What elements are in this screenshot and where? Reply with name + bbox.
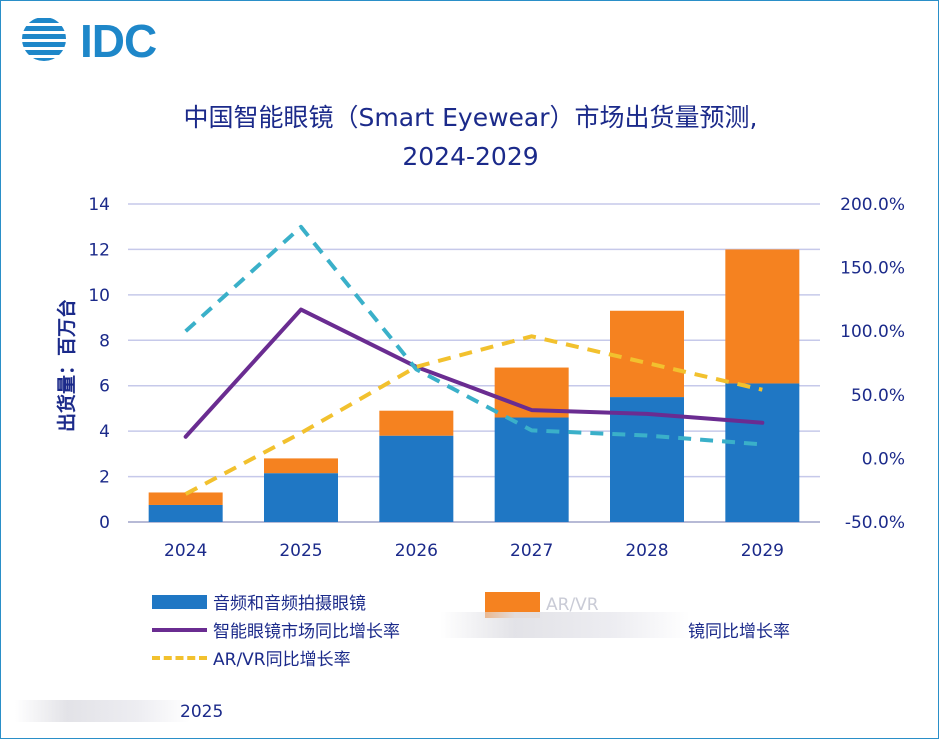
legend-label-arvr: AR/VR	[546, 595, 599, 615]
y-tick-label: 8	[99, 331, 110, 351]
series-line	[183, 307, 765, 439]
redaction-blur	[440, 612, 690, 638]
y-tick-label: 4	[99, 422, 110, 442]
legend-label-audio: 音频和音频拍摄眼镜	[213, 594, 366, 614]
y2-tick-label: 200.0%	[840, 195, 905, 215]
legend-label-audio-rate: 镜同比增长率	[688, 622, 790, 642]
y2-tick-label: 150.0%	[840, 259, 905, 279]
legend-swatch-smart-rate	[152, 627, 207, 632]
legend-item-audio: 音频和音频拍摄眼镜	[152, 589, 366, 614]
legend-label-smart-rate: 智能眼镜市场同比增长率	[213, 622, 400, 642]
series-line	[184, 224, 763, 447]
bar	[725, 383, 800, 522]
y2-tick-label: 100.0%	[840, 322, 905, 342]
x-tick-label: 2027	[510, 541, 553, 561]
idc-logo: IDC	[20, 14, 180, 66]
x-tick-label: 2026	[395, 541, 438, 561]
legend-item-arvr-rate: AR/VR同比增长率	[152, 645, 351, 670]
bar	[148, 492, 223, 505]
chart-title: 中国智能眼镜（Smart Eyewear）市场出货量预测,	[183, 103, 758, 132]
y2-tick-label: -50.0%	[845, 513, 905, 533]
legend-item-audio-rate: 镜同比增长率	[688, 617, 790, 642]
legend-label-arvr-rate: AR/VR同比增长率	[213, 650, 351, 670]
y-tick-label: 10	[88, 286, 110, 306]
footer-note: 2025	[180, 702, 224, 722]
globe-icon	[22, 18, 66, 61]
x-tick-label: 2024	[164, 541, 207, 561]
x-tick-label: 2028	[625, 541, 668, 561]
y-tick-label: 2	[99, 468, 110, 488]
bar	[264, 473, 338, 522]
redaction-blur-footer	[15, 700, 190, 722]
bar	[264, 458, 338, 474]
y-tick-label: 12	[88, 240, 110, 260]
chart-subtitle: 2024-2029	[402, 142, 539, 171]
y-tick-label: 0	[99, 513, 110, 533]
bar	[610, 310, 684, 398]
legend-item-smart-rate: 智能眼镜市场同比增长率	[152, 617, 400, 642]
legend-swatch-arvr-rate	[152, 655, 207, 660]
bar	[148, 504, 223, 522]
bar	[379, 435, 454, 522]
legend-swatch-audio	[152, 594, 207, 609]
bar	[494, 417, 569, 522]
bar	[610, 397, 684, 522]
logo-text: IDC	[80, 15, 157, 67]
x-tick-label: 2025	[279, 541, 322, 561]
y-tick-label: 14	[88, 195, 110, 215]
y-tick-label: 6	[99, 377, 110, 397]
bar	[725, 249, 800, 384]
bar	[379, 410, 454, 436]
x-tick-label: 2029	[741, 541, 784, 561]
y2-tick-label: 0.0%	[862, 449, 905, 469]
y2-tick-label: 50.0%	[851, 386, 905, 406]
